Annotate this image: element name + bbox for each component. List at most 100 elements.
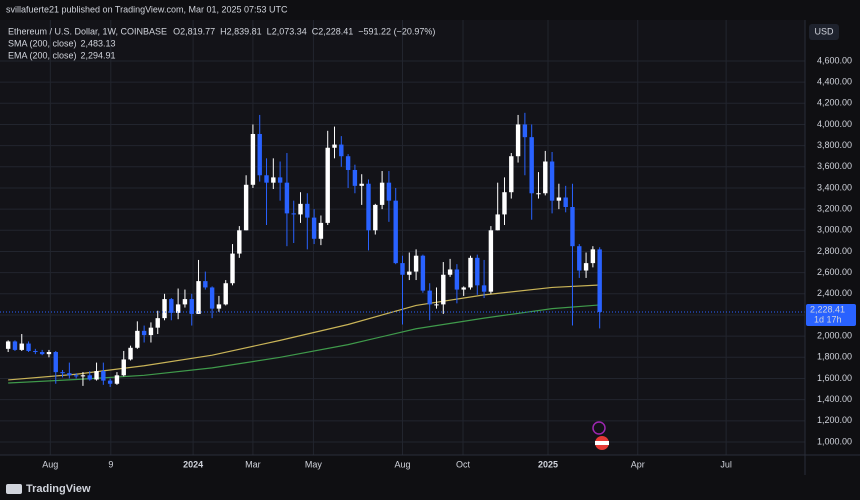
candle-body bbox=[264, 175, 269, 183]
candle-body bbox=[26, 343, 31, 351]
candle-body bbox=[475, 257, 480, 286]
candle-body bbox=[60, 372, 65, 374]
candle-body bbox=[311, 217, 317, 239]
publisher-note: svillafuerte21 published on TradingView.… bbox=[6, 4, 288, 14]
candle-body bbox=[298, 203, 303, 215]
candle-body bbox=[135, 330, 140, 348]
candle-body bbox=[468, 257, 473, 288]
x-tick-label: Mar bbox=[245, 459, 261, 469]
ohlc-key: L bbox=[267, 26, 272, 36]
candle-body bbox=[366, 183, 371, 231]
symbol-title: Ethereum / U.S. Dollar, 1W, COINBASE bbox=[8, 26, 167, 36]
y-tick-label: 1,000.00 bbox=[817, 436, 852, 446]
candle-body bbox=[590, 249, 596, 264]
currency-box bbox=[809, 24, 839, 40]
marks bbox=[0, 112, 805, 387]
candle-body bbox=[250, 133, 256, 185]
candle-body bbox=[80, 375, 86, 377]
candle-body bbox=[563, 197, 568, 208]
candle-body bbox=[522, 124, 528, 138]
x-tick-label: May bbox=[305, 459, 323, 469]
indicator-value: 2,294.91 bbox=[81, 50, 116, 60]
candle-body bbox=[434, 304, 439, 306]
indicator-line bbox=[8, 304, 600, 384]
candle-body bbox=[209, 287, 215, 309]
candle-body bbox=[454, 269, 460, 290]
y-tick-label: 2,000.00 bbox=[817, 331, 852, 341]
candle-body bbox=[420, 255, 426, 291]
y-tick-label: 4,000.00 bbox=[817, 119, 852, 129]
x-tick-label: Oct bbox=[456, 459, 471, 469]
candle-body bbox=[121, 359, 126, 376]
candle-body bbox=[87, 375, 92, 380]
indicator-name: SMA (200, close) bbox=[8, 38, 77, 48]
candle-body bbox=[107, 380, 113, 384]
candle-body bbox=[291, 213, 296, 215]
candle-body bbox=[203, 281, 208, 288]
ohlc-value: 2,228.41 bbox=[318, 26, 353, 36]
y-tick-label: 3,600.00 bbox=[817, 161, 852, 171]
y-tick-label: 3,800.00 bbox=[817, 140, 852, 150]
candle-body bbox=[447, 269, 453, 275]
candle-body bbox=[359, 183, 364, 186]
x-tick-label: Aug bbox=[394, 459, 410, 469]
brand: TradingView bbox=[26, 483, 91, 495]
candle-body bbox=[502, 192, 507, 215]
brand-logo bbox=[6, 484, 22, 494]
candle-body bbox=[257, 133, 262, 176]
candle-body bbox=[277, 177, 283, 183]
candle-body bbox=[94, 371, 99, 380]
x-tick-label: 2024 bbox=[183, 459, 203, 469]
x-tick-label: Aug bbox=[42, 459, 58, 469]
candle-body bbox=[182, 299, 188, 305]
candle-body bbox=[237, 230, 242, 254]
candle-body bbox=[189, 299, 194, 314]
candle-body bbox=[196, 281, 201, 314]
candle-body bbox=[597, 249, 602, 312]
price-label: 2,228.41 bbox=[810, 304, 845, 314]
candle-body bbox=[216, 304, 222, 309]
event-icon-detail bbox=[595, 441, 609, 445]
candle-body bbox=[529, 137, 534, 194]
candle-body bbox=[141, 330, 147, 336]
candle-body bbox=[46, 352, 52, 355]
candle-body bbox=[114, 375, 120, 384]
indicator-name: EMA (200, close) bbox=[8, 50, 77, 60]
candle-body bbox=[379, 182, 385, 205]
candle-body bbox=[427, 290, 432, 305]
candle-body bbox=[284, 182, 290, 214]
candle-body bbox=[393, 200, 398, 264]
candle-body bbox=[373, 204, 378, 231]
candle-body bbox=[570, 207, 575, 247]
candle-body bbox=[243, 184, 249, 231]
candle-body bbox=[128, 347, 133, 360]
candle-body bbox=[495, 214, 500, 231]
candle-body bbox=[175, 304, 181, 313]
candle-body bbox=[5, 341, 11, 349]
candle-body bbox=[509, 156, 514, 193]
candle-body bbox=[345, 156, 351, 170]
x-tick-label: Apr bbox=[631, 459, 645, 469]
y-tick-label: 3,000.00 bbox=[817, 225, 852, 235]
candle-body bbox=[407, 271, 412, 275]
price-label-box bbox=[806, 303, 856, 326]
indicator-line bbox=[8, 284, 600, 381]
candle-body bbox=[339, 144, 344, 157]
candle-body bbox=[488, 230, 494, 292]
candle-body bbox=[461, 287, 466, 290]
candle-body bbox=[67, 373, 72, 376]
candle-body bbox=[39, 352, 45, 355]
ohlc-key: C bbox=[312, 26, 319, 36]
event-icon[interactable] bbox=[592, 421, 606, 435]
x-tick-label: 2025 bbox=[538, 459, 558, 469]
y-tick-label: 1,200.00 bbox=[817, 415, 852, 425]
y-tick-label: 1,600.00 bbox=[817, 373, 852, 383]
candle-body bbox=[515, 124, 521, 157]
candle-body bbox=[386, 182, 392, 201]
candle-body bbox=[155, 318, 160, 328]
candle-body bbox=[33, 350, 38, 353]
indicator-value: 2,483.13 bbox=[81, 38, 116, 48]
ohlc-key: H bbox=[220, 26, 227, 36]
candle-body bbox=[318, 222, 324, 239]
